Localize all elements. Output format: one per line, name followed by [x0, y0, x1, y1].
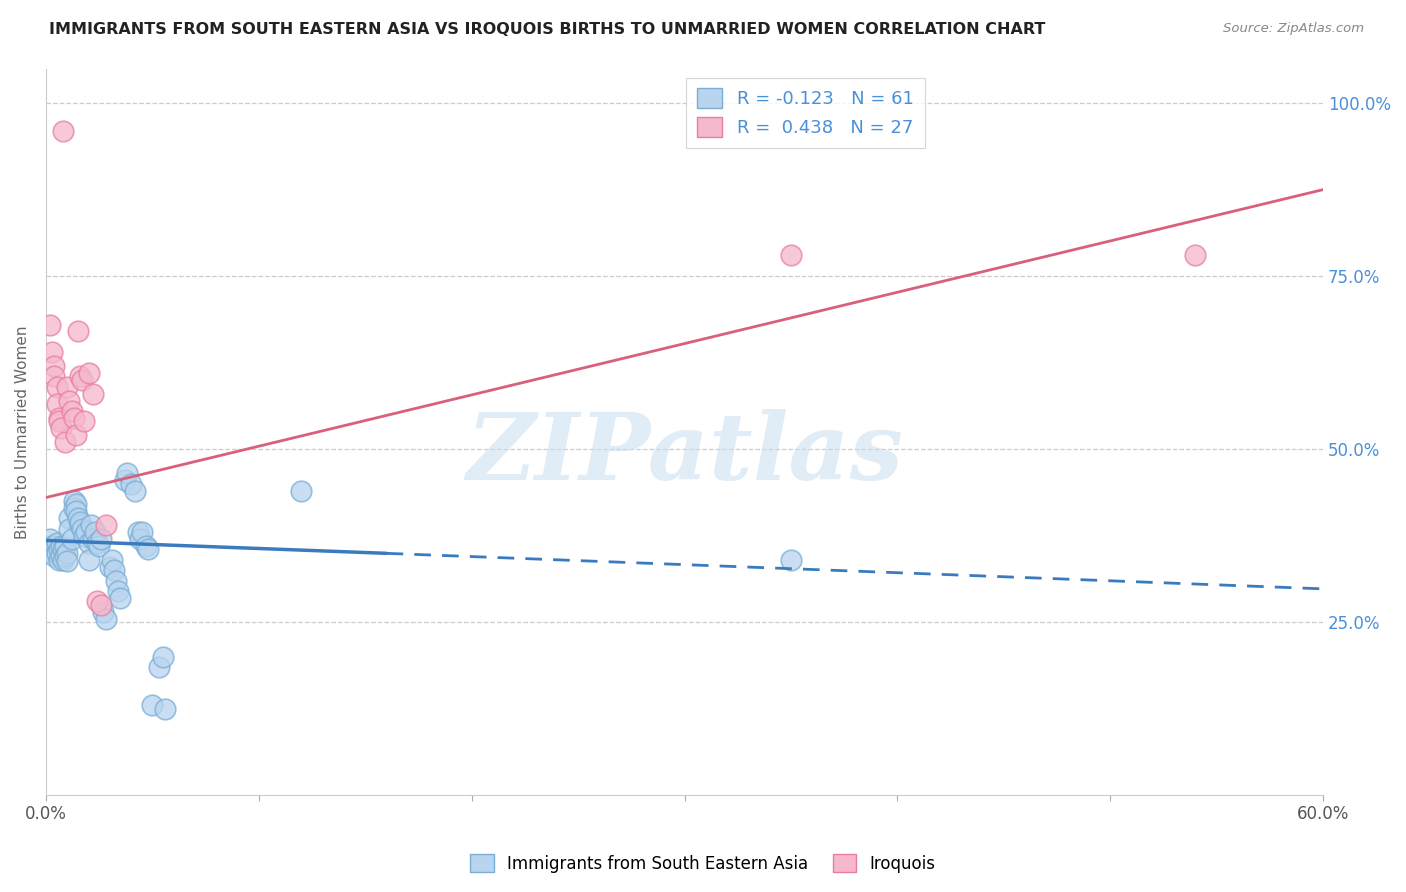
- Point: [65, 498, 87, 512]
- Point: [48, 553, 70, 567]
- Point: [60, 404, 83, 418]
- Point: [44, 549, 66, 564]
- Point: [45, 397, 67, 411]
- Text: ZIPatlas: ZIPatlas: [465, 409, 903, 499]
- Point: [84, 525, 107, 540]
- Point: [45, 380, 67, 394]
- Point: [136, 542, 159, 557]
- Point: [53, 435, 76, 450]
- Point: [52, 124, 75, 138]
- Point: [141, 698, 163, 712]
- Point: [53, 539, 76, 553]
- Point: [44, 369, 66, 384]
- Point: [44, 359, 66, 373]
- Text: IMMIGRANTS FROM SOUTH EASTERN ASIA VS IROQUOIS BIRTHS TO UNMARRIED WOMEN CORRELA: IMMIGRANTS FROM SOUTH EASTERN ASIA VS IR…: [49, 22, 1046, 37]
- Point: [65, 504, 87, 518]
- Point: [86, 535, 108, 549]
- Point: [60, 532, 83, 546]
- Point: [77, 366, 100, 380]
- Point: [103, 563, 125, 577]
- Point: [58, 511, 80, 525]
- Point: [89, 539, 111, 553]
- Point: [66, 511, 89, 525]
- Point: [56, 554, 79, 568]
- Point: [48, 411, 70, 425]
- Point: [69, 515, 91, 529]
- Point: [41, 546, 63, 560]
- Point: [101, 553, 124, 567]
- Point: [45, 546, 67, 560]
- Point: [70, 522, 93, 536]
- Point: [66, 325, 89, 339]
- Point: [49, 539, 72, 553]
- Point: [120, 476, 142, 491]
- Point: [153, 701, 176, 715]
- Point: [39, 318, 62, 332]
- Point: [82, 532, 104, 546]
- Point: [52, 553, 75, 567]
- Point: [82, 386, 104, 401]
- Point: [152, 649, 174, 664]
- Point: [77, 553, 100, 567]
- Point: [110, 591, 132, 605]
- Point: [48, 414, 70, 428]
- Point: [41, 345, 63, 359]
- Point: [44, 542, 66, 557]
- Point: [62, 494, 84, 508]
- Point: [70, 373, 93, 387]
- Point: [48, 542, 70, 557]
- Point: [290, 483, 312, 498]
- Point: [115, 467, 138, 481]
- Point: [58, 522, 80, 536]
- Point: [58, 393, 80, 408]
- Point: [105, 574, 128, 588]
- Point: [75, 525, 97, 540]
- Point: [135, 539, 157, 553]
- Point: [94, 612, 117, 626]
- Point: [90, 598, 112, 612]
- Point: [127, 525, 149, 540]
- Point: [62, 500, 84, 515]
- Point: [90, 532, 112, 546]
- Point: [49, 421, 72, 435]
- Point: [780, 248, 803, 262]
- Text: Source: ZipAtlas.com: Source: ZipAtlas.com: [1223, 22, 1364, 36]
- Point: [39, 532, 62, 546]
- Point: [73, 414, 96, 428]
- Point: [98, 559, 121, 574]
- Point: [128, 532, 150, 546]
- Legend: R = -0.123   N = 61, R =  0.438   N = 27: R = -0.123 N = 61, R = 0.438 N = 27: [686, 78, 925, 148]
- Point: [131, 525, 153, 540]
- Point: [56, 380, 79, 394]
- Point: [79, 518, 101, 533]
- Point: [69, 369, 91, 384]
- Legend: Immigrants from South Eastern Asia, Iroquois: Immigrants from South Eastern Asia, Iroq…: [464, 847, 942, 880]
- Point: [45, 535, 67, 549]
- Point: [73, 528, 96, 542]
- Point: [52, 542, 75, 557]
- Point: [86, 594, 108, 608]
- Point: [124, 483, 146, 498]
- Point: [93, 605, 115, 619]
- Point: [148, 660, 170, 674]
- Y-axis label: Births to Unmarried Women: Births to Unmarried Women: [15, 325, 30, 539]
- Point: [69, 518, 91, 533]
- Point: [49, 549, 72, 564]
- Point: [62, 411, 84, 425]
- Point: [41, 539, 63, 553]
- Point: [1184, 248, 1206, 262]
- Point: [780, 553, 803, 567]
- Point: [114, 473, 136, 487]
- Point: [53, 549, 76, 564]
- Point: [77, 535, 100, 549]
- Point: [107, 583, 129, 598]
- Point: [56, 546, 79, 560]
- Point: [65, 428, 87, 442]
- Point: [94, 518, 117, 533]
